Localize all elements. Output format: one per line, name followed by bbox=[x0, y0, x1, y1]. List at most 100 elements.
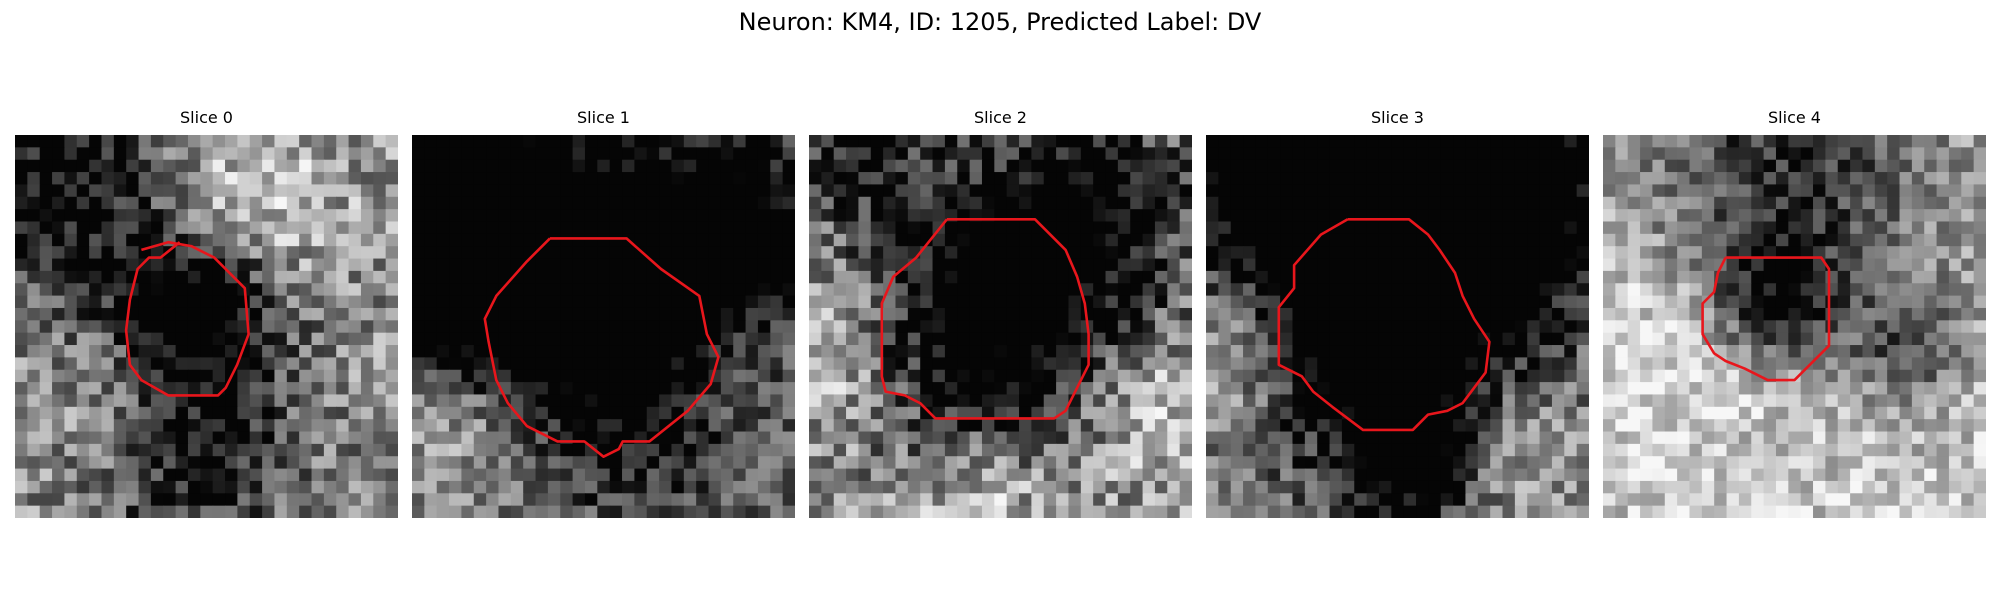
image-pixel bbox=[1850, 431, 1864, 445]
image-pixel bbox=[150, 468, 164, 482]
image-pixel bbox=[1043, 184, 1057, 198]
image-pixel bbox=[299, 147, 313, 161]
image-pixel bbox=[1850, 135, 1864, 148]
image-pixel bbox=[175, 406, 189, 420]
image-pixel bbox=[150, 283, 164, 297]
image-pixel bbox=[969, 505, 983, 518]
image-pixel bbox=[89, 147, 103, 161]
image-pixel bbox=[1763, 159, 1777, 173]
image-pixel bbox=[274, 307, 288, 321]
image-pixel bbox=[1576, 295, 1589, 309]
image-pixel bbox=[1726, 505, 1740, 518]
image-pixel bbox=[1862, 283, 1876, 297]
image-pixel bbox=[708, 456, 722, 470]
image-pixel bbox=[782, 505, 795, 518]
image-pixel bbox=[1701, 221, 1715, 235]
image-pixel bbox=[1167, 505, 1181, 518]
image-pixel bbox=[274, 394, 288, 408]
image-pixel bbox=[1453, 172, 1467, 186]
image-pixel bbox=[1403, 159, 1417, 173]
image-pixel bbox=[1453, 233, 1467, 247]
image-pixel bbox=[870, 332, 884, 346]
image-pixel bbox=[1230, 159, 1244, 173]
image-pixel bbox=[895, 221, 909, 235]
image-pixel bbox=[1627, 295, 1641, 309]
image-pixel bbox=[76, 283, 90, 297]
image-pixel bbox=[1751, 172, 1765, 186]
image-pixel bbox=[809, 270, 822, 284]
image-pixel bbox=[907, 406, 921, 420]
image-pixel bbox=[1763, 258, 1777, 272]
image-pixel bbox=[1936, 320, 1950, 334]
image-pixel bbox=[175, 382, 189, 396]
image-pixel bbox=[1850, 406, 1864, 420]
image-pixel bbox=[1154, 320, 1168, 334]
image-pixel bbox=[1924, 332, 1938, 346]
image-pixel bbox=[1031, 270, 1045, 284]
image-pixel bbox=[720, 443, 734, 457]
image-pixel bbox=[1366, 468, 1380, 482]
image-pixel bbox=[1428, 443, 1442, 457]
image-pixel bbox=[1862, 382, 1876, 396]
image-pixel bbox=[1056, 357, 1070, 371]
image-pixel bbox=[1006, 135, 1020, 148]
image-pixel bbox=[833, 419, 847, 433]
image-pixel bbox=[1576, 480, 1589, 494]
image-pixel bbox=[560, 307, 574, 321]
image-pixel bbox=[858, 493, 872, 507]
image-pixel bbox=[895, 505, 909, 518]
image-pixel bbox=[1726, 456, 1740, 470]
image-pixel bbox=[498, 345, 512, 358]
image-pixel bbox=[1440, 172, 1454, 186]
image-pixel bbox=[113, 456, 127, 470]
image-pixel bbox=[1142, 270, 1156, 284]
image-pixel bbox=[981, 406, 995, 420]
image-pixel bbox=[1403, 394, 1417, 408]
image-pixel bbox=[1416, 480, 1429, 494]
image-pixel bbox=[1304, 369, 1318, 383]
image-pixel bbox=[1615, 135, 1629, 148]
image-pixel bbox=[1465, 233, 1479, 247]
image-pixel bbox=[1304, 283, 1318, 297]
image-pixel bbox=[547, 456, 561, 470]
image-pixel bbox=[1218, 468, 1232, 482]
image-pixel bbox=[126, 468, 140, 482]
image-pixel bbox=[1527, 357, 1541, 371]
image-pixel bbox=[473, 382, 487, 396]
image-pixel bbox=[1440, 480, 1454, 494]
image-pixel bbox=[523, 233, 537, 247]
image-pixel bbox=[1043, 295, 1057, 309]
image-pixel bbox=[510, 135, 524, 148]
image-pixel bbox=[1280, 184, 1294, 198]
image-pixel bbox=[597, 505, 611, 518]
image-pixel bbox=[262, 443, 276, 457]
image-pixel bbox=[1502, 431, 1516, 445]
image-pixel bbox=[175, 456, 189, 470]
image-pixel bbox=[1924, 135, 1938, 148]
image-pixel bbox=[944, 233, 958, 247]
image-pixel bbox=[1031, 493, 1045, 507]
image-pixel bbox=[1142, 196, 1156, 210]
image-pixel bbox=[1068, 456, 1082, 470]
image-pixel bbox=[733, 172, 747, 186]
image-pixel bbox=[360, 456, 374, 470]
image-pixel bbox=[733, 246, 747, 260]
image-pixel bbox=[126, 493, 140, 507]
image-pixel bbox=[163, 246, 177, 260]
image-pixel bbox=[113, 172, 127, 186]
image-pixel bbox=[932, 320, 946, 334]
image-pixel bbox=[1514, 209, 1528, 223]
image-pixel bbox=[15, 135, 28, 148]
image-pixel bbox=[76, 209, 90, 223]
image-pixel bbox=[1502, 307, 1516, 321]
image-pixel bbox=[646, 505, 660, 518]
image-pixel bbox=[1788, 270, 1802, 284]
image-pixel bbox=[547, 184, 561, 198]
image-pixel bbox=[1031, 406, 1045, 420]
image-pixel bbox=[150, 480, 164, 494]
image-pixel bbox=[809, 345, 822, 358]
image-pixel bbox=[237, 233, 251, 247]
image-pixel bbox=[138, 406, 152, 420]
image-pixel bbox=[1652, 270, 1666, 284]
image-pixel bbox=[1093, 320, 1107, 334]
